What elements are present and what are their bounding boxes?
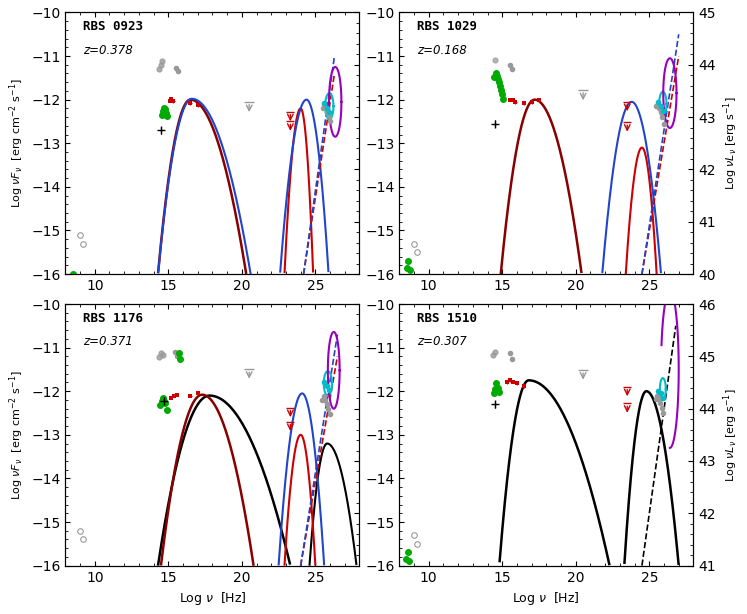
Text: z=0.378: z=0.378 — [83, 44, 133, 57]
Text: RBS 0923: RBS 0923 — [83, 20, 143, 33]
Y-axis label: Log $\nu L_\nu$ [erg s$^{-1}$]: Log $\nu L_\nu$ [erg s$^{-1}$] — [722, 388, 740, 481]
Text: z=0.371: z=0.371 — [83, 335, 133, 348]
X-axis label: Log $\nu$  [Hz]: Log $\nu$ [Hz] — [512, 590, 580, 607]
Y-axis label: Log $\nu L_\nu$ [erg s$^{-1}$]: Log $\nu L_\nu$ [erg s$^{-1}$] — [722, 96, 740, 190]
Y-axis label: Log $\nu F_\nu$  [erg cm$^{-2}$ s$^{-1}$]: Log $\nu F_\nu$ [erg cm$^{-2}$ s$^{-1}$] — [7, 370, 25, 500]
X-axis label: Log $\nu$  [Hz]: Log $\nu$ [Hz] — [179, 590, 247, 607]
Y-axis label: Log $\nu F_\nu$  [erg cm$^{-2}$ s$^{-1}$]: Log $\nu F_\nu$ [erg cm$^{-2}$ s$^{-1}$] — [7, 79, 25, 208]
Text: z=0.307: z=0.307 — [417, 335, 467, 348]
Text: RBS 1176: RBS 1176 — [83, 312, 143, 325]
Text: z=0.168: z=0.168 — [417, 44, 467, 57]
Text: RBS 1029: RBS 1029 — [417, 20, 477, 33]
Text: RBS 1510: RBS 1510 — [417, 312, 477, 325]
